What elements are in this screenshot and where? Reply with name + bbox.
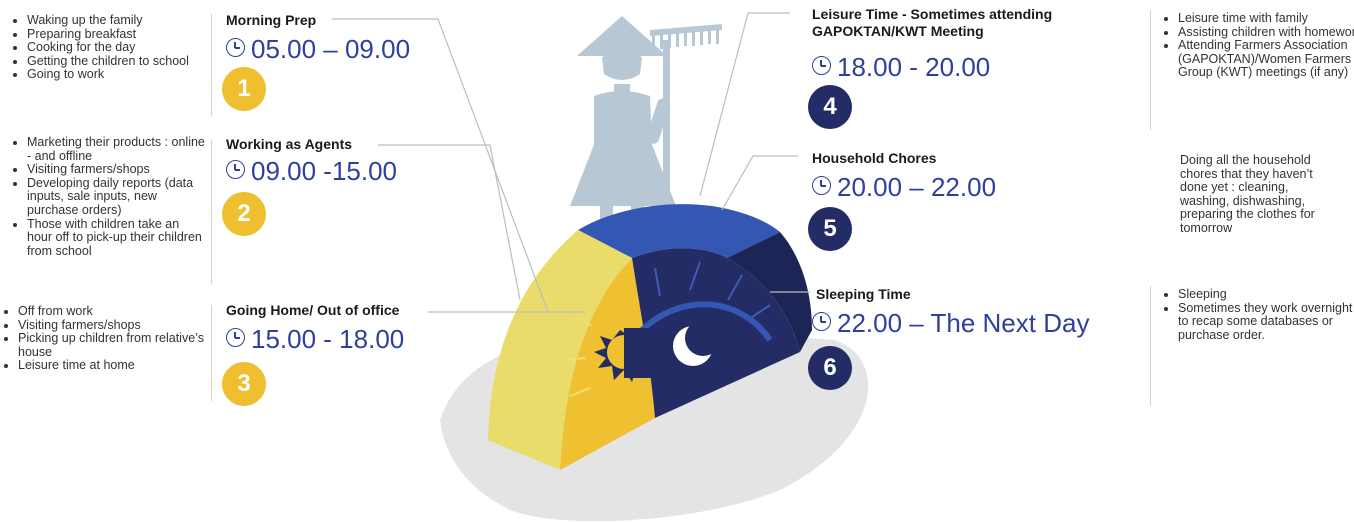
clock-icon	[812, 312, 831, 331]
section-5-time: 20.00 – 22.00	[812, 172, 996, 202]
section-4-number-badge: 4	[808, 85, 852, 129]
clock-icon	[226, 328, 245, 347]
list-item: Sleeping	[1178, 287, 1353, 302]
section-6-title: Sleeping Time	[816, 286, 911, 302]
section-5-title: Household Chores	[812, 150, 937, 166]
list-item: Preparing breakfast	[27, 27, 197, 42]
section-1-details: Waking up the family Preparing breakfast…	[9, 13, 197, 82]
section-1-title: Morning Prep	[226, 12, 317, 28]
section-6-time: 22.00 – The Next Day	[812, 308, 1089, 338]
section-3-number-badge: 3	[222, 362, 266, 406]
section-2-time: 09.00 -15.00	[226, 156, 397, 186]
section-5-details: Doing all the household chores that they…	[1180, 153, 1315, 235]
list-item: Cooking for the day	[27, 41, 197, 55]
list-item: Marketing their products : online - and …	[27, 135, 207, 163]
list-item: Getting the children to school	[27, 54, 197, 69]
list-item: Waking up the family	[27, 13, 197, 28]
list-item: Visiting farmers/shops	[27, 163, 207, 177]
divider	[211, 140, 212, 284]
section-6-number-badge: 6	[808, 346, 852, 390]
arch-navy-side	[727, 232, 812, 352]
section-3-time: 15.00 - 18.00	[226, 324, 404, 354]
list-item: Leisure time at home	[18, 359, 208, 373]
list-item: Leisure time with family	[1178, 11, 1354, 26]
section-2-number-badge: 2	[222, 192, 266, 236]
clock-icon	[226, 38, 245, 57]
list-item: Developing daily reports (data inputs, s…	[27, 176, 207, 218]
clock-icon	[812, 176, 831, 195]
section-4-time: 18.00 - 20.00	[812, 52, 990, 82]
section-3-details: Off from work Visiting farmers/shops Pic…	[0, 304, 208, 373]
section-1-time: 05.00 – 09.00	[226, 34, 410, 64]
list-item: Going to work	[27, 68, 197, 82]
list-item: Assisting children with homework	[1178, 25, 1354, 40]
arch-yellow-outer	[488, 230, 632, 470]
section-1-number-badge: 1	[222, 67, 266, 111]
clock-icon	[226, 160, 245, 179]
section-2-details: Marketing their products : online - and …	[9, 135, 207, 259]
section-6-details: Sleeping Sometimes they work overnight t…	[1160, 287, 1353, 343]
divider	[1150, 10, 1151, 130]
list-item: Picking up children from relative’s hous…	[18, 331, 208, 359]
list-item: Attending Farmers Association (GAPOKTAN)…	[1178, 38, 1354, 80]
list-item: Those with children take an hour off to …	[27, 217, 207, 259]
arch-top	[578, 204, 780, 258]
list-item: Visiting farmers/shops	[18, 318, 208, 333]
sun-icon	[594, 328, 652, 382]
section-2-title: Working as Agents	[226, 136, 353, 152]
divider	[211, 305, 212, 401]
section-3-title: Going Home/ Out of office	[226, 302, 400, 318]
farmer-woman-with-rake-icon	[570, 16, 722, 228]
clock-icon	[812, 56, 831, 75]
list-item: Off from work	[18, 304, 208, 319]
section-5-number-badge: 5	[808, 207, 852, 251]
divider	[1150, 286, 1151, 406]
section-4-details: Leisure time with family Assisting child…	[1160, 11, 1354, 80]
divider	[211, 14, 212, 116]
section-4-title: Leisure Time - Sometimes attending GAPOK…	[812, 6, 1053, 39]
moon-icon	[673, 320, 721, 366]
list-item: Sometimes they work overnight to recap s…	[1178, 301, 1353, 343]
